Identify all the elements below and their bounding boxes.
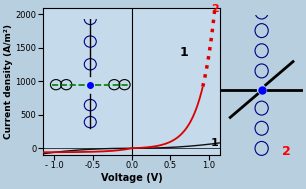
X-axis label: Voltage (V): Voltage (V) <box>101 173 162 183</box>
Text: 2: 2 <box>282 145 291 158</box>
Text: 2: 2 <box>211 4 219 14</box>
Y-axis label: Current density (A/m²): Current density (A/m²) <box>4 24 13 139</box>
Text: 1: 1 <box>210 138 218 148</box>
Text: 1: 1 <box>179 46 188 59</box>
